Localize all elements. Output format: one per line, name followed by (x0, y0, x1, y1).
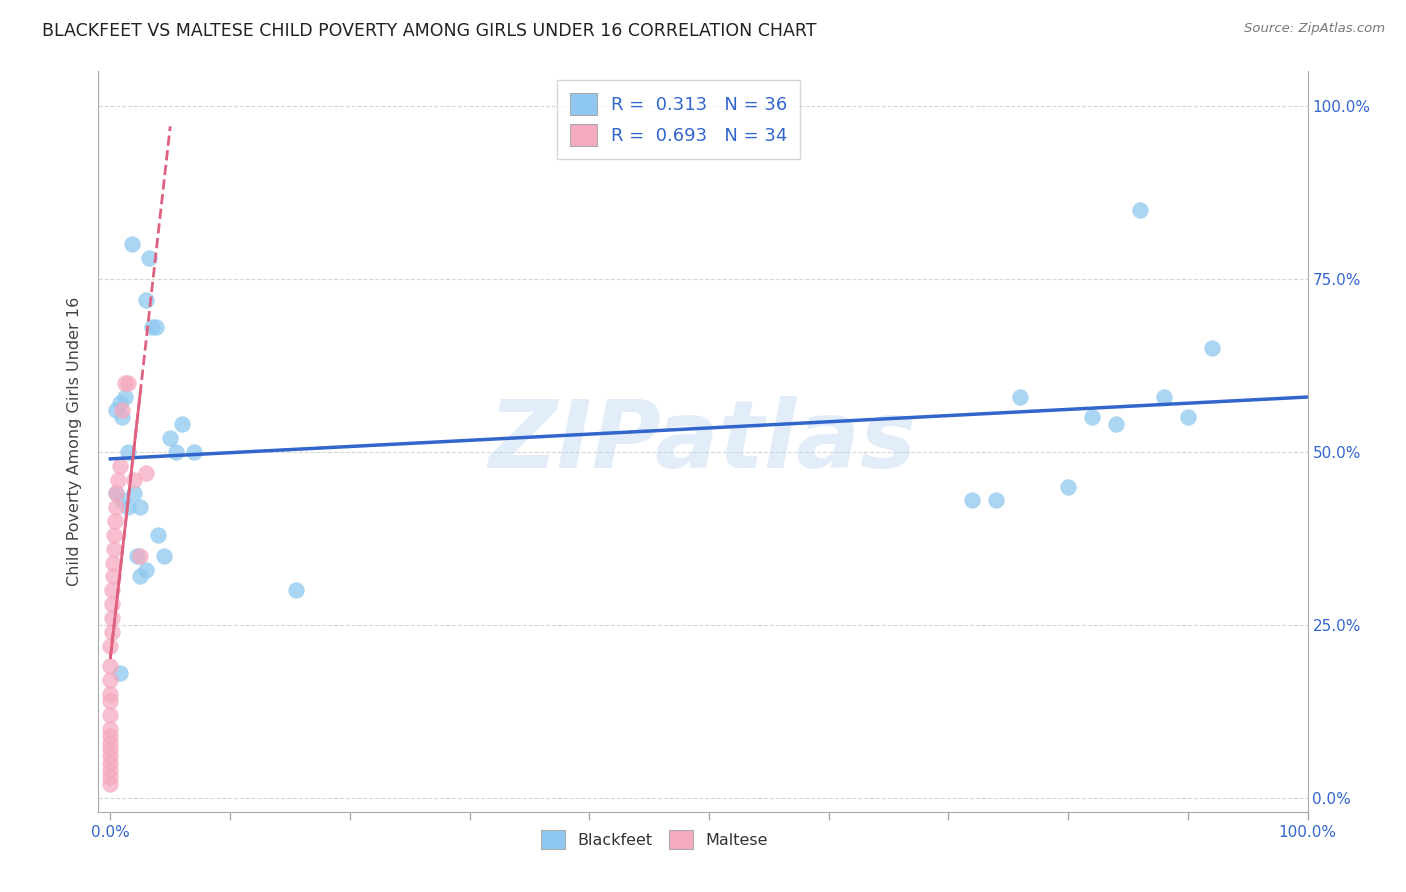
Point (100, 673, 122, 688)
Point (100, 583, 122, 598)
Point (135, 466, 157, 480)
Point (1177, 410, 1199, 425)
Point (107, 473, 129, 487)
Text: ZIPatlas: ZIPatlas (489, 395, 917, 488)
Point (111, 403, 134, 417)
Point (141, 320, 163, 334)
Text: Source: ZipAtlas.com: Source: ZipAtlas.com (1244, 22, 1385, 36)
Point (100, 749, 122, 764)
Point (100, 777, 122, 791)
Point (105, 486, 128, 500)
Point (103, 528, 125, 542)
Point (135, 293, 157, 307)
Y-axis label: Child Poverty Among Girls Under 16: Child Poverty Among Girls Under 16 (67, 297, 83, 586)
Point (183, 445, 205, 459)
Point (105, 403, 128, 417)
Point (129, 500, 152, 515)
Text: BLACKFEET VS MALTESE CHILD POVERTY AMONG GIRLS UNDER 16 CORRELATION CHART: BLACKFEET VS MALTESE CHILD POVERTY AMONG… (42, 22, 817, 40)
Point (108, 666, 131, 681)
Point (121, 237, 143, 252)
Point (1105, 417, 1128, 432)
Point (108, 396, 131, 410)
Point (129, 549, 152, 563)
Point (145, 320, 167, 334)
Point (100, 729, 122, 743)
Point (284, 583, 307, 598)
Point (159, 431, 181, 445)
Point (100, 722, 122, 736)
Point (103, 541, 125, 556)
Point (100, 687, 122, 701)
Point (100, 707, 122, 722)
Point (108, 458, 131, 473)
Point (101, 569, 124, 583)
Point (1057, 479, 1080, 493)
Point (101, 556, 124, 570)
Point (1201, 341, 1223, 355)
Point (117, 445, 139, 459)
Point (100, 659, 122, 673)
Point (114, 376, 136, 390)
Point (172, 417, 194, 432)
Point (100, 763, 122, 777)
Point (165, 445, 187, 459)
Point (100, 639, 122, 653)
Point (135, 563, 157, 577)
Point (138, 251, 160, 265)
Point (100, 597, 122, 611)
Point (100, 611, 122, 625)
Point (1153, 390, 1175, 404)
Point (100, 756, 122, 771)
Point (104, 514, 127, 528)
Point (111, 410, 134, 425)
Point (100, 694, 122, 708)
Point (129, 569, 152, 583)
Point (100, 624, 122, 639)
Point (124, 473, 146, 487)
Point (100, 770, 122, 784)
Legend: Blackfeet, Maltese: Blackfeet, Maltese (534, 823, 775, 855)
Point (1081, 410, 1104, 425)
Point (148, 528, 170, 542)
Point (1010, 390, 1032, 404)
Point (100, 735, 122, 749)
Point (124, 486, 146, 500)
Point (111, 493, 134, 508)
Point (962, 493, 984, 508)
Point (100, 742, 122, 756)
Point (114, 390, 136, 404)
Point (1129, 202, 1152, 217)
Point (125, 549, 148, 563)
Point (117, 500, 139, 515)
Point (105, 486, 128, 500)
Point (986, 493, 1008, 508)
Point (117, 376, 139, 390)
Point (105, 500, 128, 515)
Point (153, 549, 176, 563)
